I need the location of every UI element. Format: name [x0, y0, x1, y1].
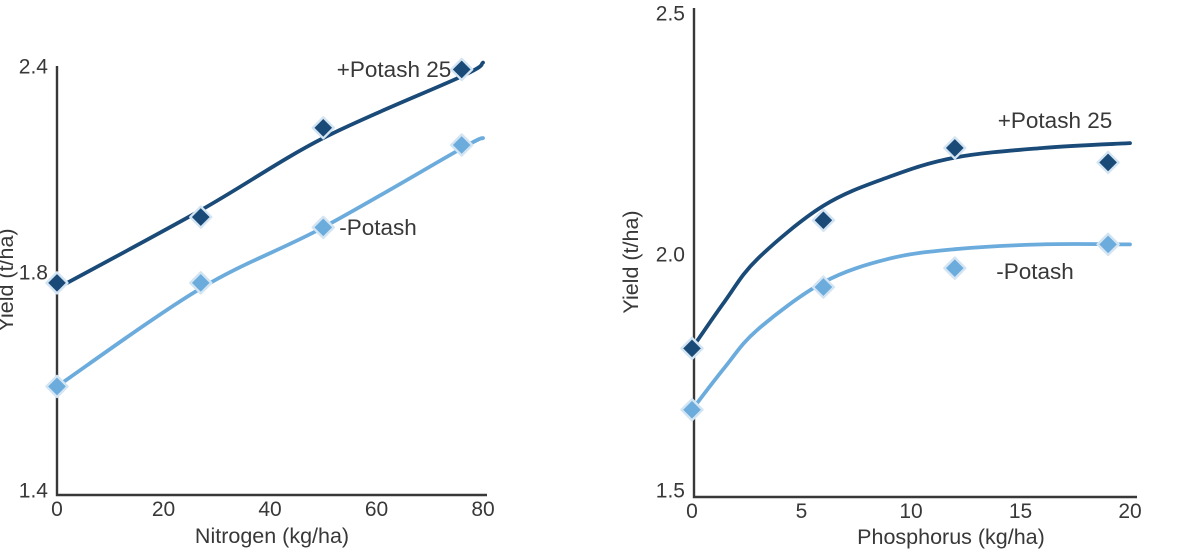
phosphorus-plot-area [680, 136, 1132, 422]
nitrogen-axes [55, 66, 487, 497]
axis-line [692, 8, 1137, 499]
x-tick-label: 20 [1118, 500, 1141, 523]
series-label-plus-potash-right: +Potash 25 [998, 108, 1112, 133]
data-point-diamond [45, 374, 69, 399]
trend-line [690, 242, 1132, 412]
y-tick-label: 1.4 [19, 480, 49, 503]
phosphorus-axes [692, 8, 1137, 499]
y-tick-label: 1.8 [19, 262, 48, 285]
data-point-diamond [1096, 232, 1120, 257]
data-point-diamond [1096, 150, 1120, 175]
y-tick-label: 2.4 [19, 56, 49, 79]
nitrogen-x-axis-title: Nitrogen (kg/ha) [195, 524, 349, 548]
series-label-minus-potash-left: -Potash [339, 215, 417, 240]
nitrogen-y-axis-title: Yield (t/ha) [0, 228, 18, 331]
phosphorus-y-tick-labels: 1.5 2.0 2.5 [656, 3, 685, 503]
data-point-diamond [189, 205, 213, 229]
phosphorus-chart: 1.5 2.0 2.5 0 5 10 15 20 Phosphorus (kg/ha) Yi… [619, 3, 1142, 550]
x-tick-label: 80 [471, 498, 494, 521]
trend-line [690, 141, 1132, 351]
nitrogen-y-tick-labels: 1.4 1.8 2.4 [19, 56, 49, 503]
nitrogen-x-tick-labels: 0 20 40 60 80 [51, 498, 495, 521]
data-point-diamond [189, 271, 213, 295]
phosphorus-x-tick-labels: 0 5 10 15 20 [686, 500, 1142, 523]
data-point-diamond [311, 116, 335, 140]
y-tick-label: 2.0 [656, 244, 685, 267]
data-point-diamond [811, 208, 836, 232]
data-point-diamond [450, 133, 474, 157]
data-point-diamond [811, 275, 836, 299]
x-tick-label: 0 [51, 498, 63, 521]
data-point-diamond [311, 215, 335, 240]
x-tick-label: 15 [1009, 500, 1032, 523]
nitrogen-chart: 1.4 1.8 2.4 0 20 40 60 80 Nitrogen (kg/ha) Yie… [0, 56, 495, 549]
x-tick-label: 40 [258, 498, 281, 521]
trend-line [55, 136, 485, 389]
y-tick-label: 1.5 [656, 480, 685, 503]
series-label-plus-potash-left: +Potash 25 [337, 57, 451, 82]
x-tick-label: 5 [796, 500, 808, 523]
x-tick-label: 0 [686, 500, 698, 523]
data-point-diamond [680, 398, 704, 422]
x-tick-label: 10 [899, 500, 922, 523]
data-point-diamond [943, 256, 967, 280]
data-point-diamond [943, 136, 967, 160]
data-point-diamond [680, 336, 704, 361]
x-tick-label: 60 [365, 498, 388, 521]
phosphorus-x-axis-title: Phosphorus (kg/ha) [857, 525, 1045, 549]
series-label-minus-potash-right: -Potash [996, 259, 1074, 284]
data-point-diamond [45, 271, 69, 295]
phosphorus-y-axis-title: Yield (t/ha) [619, 210, 643, 313]
data-point-diamond [450, 57, 474, 82]
nitrogen-plot-area [45, 57, 485, 399]
x-tick-label: 20 [152, 498, 175, 521]
axis-line [55, 66, 487, 497]
y-tick-label: 2.5 [656, 3, 685, 26]
